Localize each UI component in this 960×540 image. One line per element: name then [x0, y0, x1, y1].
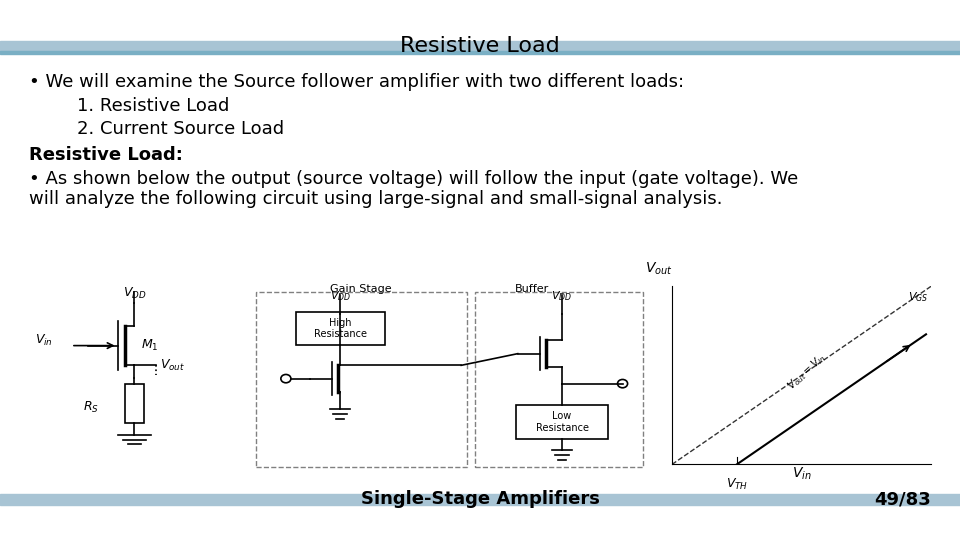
Text: Resistive Load: Resistive Load [400, 36, 560, 56]
Text: 49/83: 49/83 [875, 490, 931, 509]
Text: $V_{TH}$: $V_{TH}$ [726, 477, 748, 492]
Text: $V_{DD}$: $V_{DD}$ [123, 286, 146, 301]
Text: $V_{DD}$: $V_{DD}$ [329, 289, 351, 302]
Bar [516, 405, 609, 438]
Bar [255, 292, 468, 467]
Text: Gain Stage: Gain Stage [329, 284, 392, 294]
Bar [125, 384, 144, 423]
Text: 2. Current Source Load: 2. Current Source Load [77, 120, 284, 138]
Text: Resistive Load:: Resistive Load: [29, 146, 182, 164]
Text: $V_{GS}$: $V_{GS}$ [908, 290, 928, 303]
Text: $V_{out}$: $V_{out}$ [159, 357, 185, 373]
Text: $V_{in}$: $V_{in}$ [36, 333, 53, 348]
Text: Single-Stage Amplifiers: Single-Stage Amplifiers [361, 490, 599, 509]
Text: $M_1$: $M_1$ [141, 338, 158, 353]
Text: will analyze the following circuit using large-signal and small-signal analysis.: will analyze the following circuit using… [29, 190, 722, 208]
Text: $V_{DD}$: $V_{DD}$ [551, 289, 573, 302]
Bar [296, 312, 385, 346]
Text: $V_{out}=V_{in}$: $V_{out}=V_{in}$ [784, 351, 828, 393]
X-axis label: $V_{in}$: $V_{in}$ [792, 466, 811, 482]
Text: High
Resistance: High Resistance [314, 318, 367, 340]
Text: • As shown below the output (source voltage) will follow the input (gate voltage: • As shown below the output (source volt… [29, 170, 798, 188]
Text: • We will examine the Source follower amplifier with two different loads:: • We will examine the Source follower am… [29, 73, 684, 91]
Text: Low
Resistance: Low Resistance [536, 411, 588, 433]
Y-axis label: $V_{out}$: $V_{out}$ [645, 261, 673, 278]
Text: $R_S$: $R_S$ [83, 400, 99, 415]
Text: Buffer: Buffer [515, 284, 549, 294]
Bar [475, 292, 642, 467]
Text: 1. Resistive Load: 1. Resistive Load [77, 97, 229, 115]
